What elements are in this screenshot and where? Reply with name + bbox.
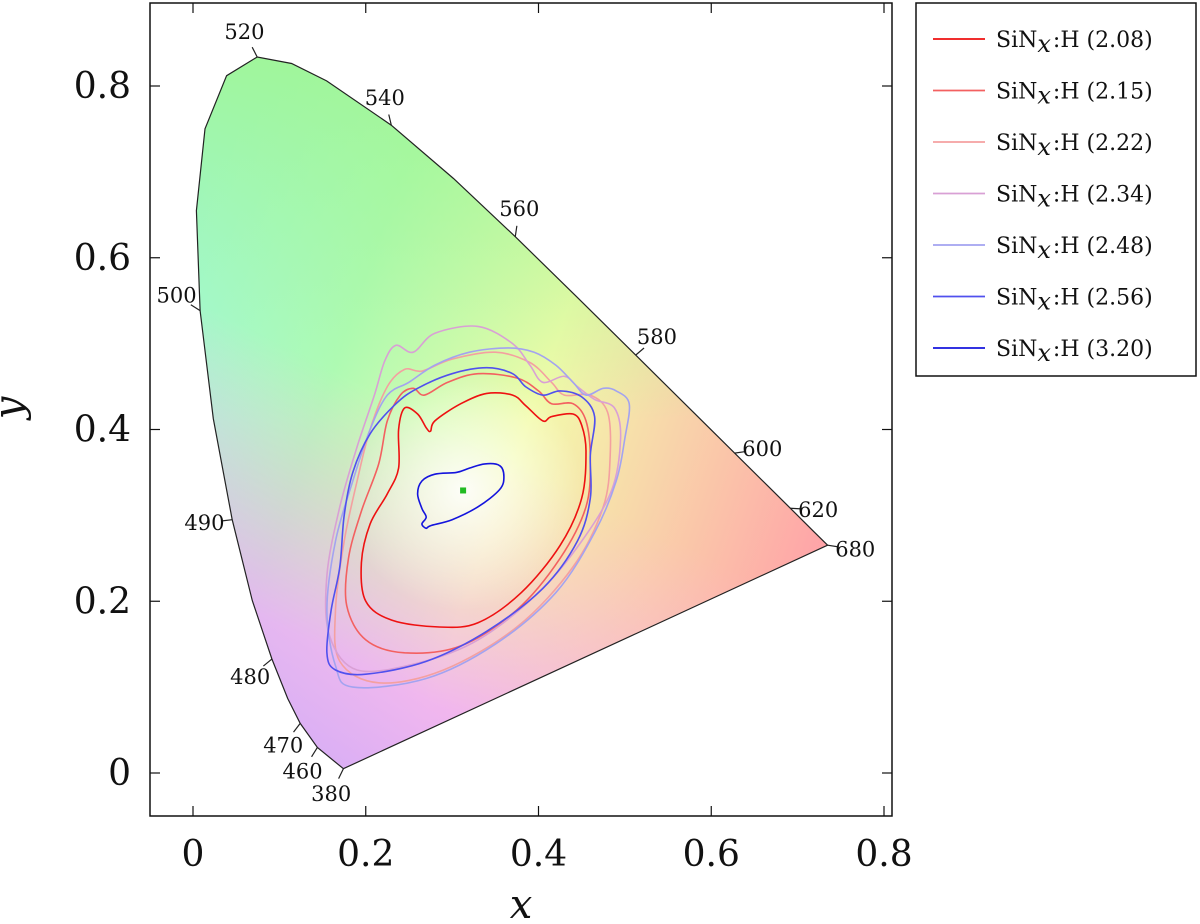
- series-line-7: [416, 462, 505, 530]
- wavelength-tick-580: [635, 347, 645, 356]
- wavelength-tick-540: [388, 114, 392, 126]
- wavelength-label-470: 470: [263, 734, 303, 758]
- y-tick-label: 0.4: [74, 410, 131, 451]
- wavelength-label-460: 460: [283, 759, 323, 783]
- y-tick-label: 0.8: [74, 66, 131, 107]
- wavelength-tick-460: [311, 747, 318, 758]
- x-tick-label: 0.4: [510, 834, 567, 875]
- legend-item-5: SiNx:H (2.48): [933, 234, 1153, 264]
- legend-label-5: SiNx:H (2.48): [996, 234, 1153, 264]
- wavelength-tick-500: [190, 304, 201, 312]
- y-tick-label: 0.6: [74, 238, 131, 279]
- wavelength-label-540: 540: [365, 86, 405, 110]
- x-axis-title: x: [510, 882, 533, 924]
- y-tick-label: 0: [108, 753, 131, 794]
- series-line-4: [324, 325, 622, 673]
- legend-item-4: SiNx:H (2.34): [933, 183, 1153, 213]
- legend-item-1: SiNx:H (2.08): [933, 28, 1153, 58]
- y-tick-label: 0.2: [74, 581, 131, 622]
- legend-label-2: SiNx:H (2.15): [996, 80, 1153, 110]
- x-tick-label: 0.2: [337, 834, 394, 875]
- wavelength-tick-620: [790, 507, 802, 510]
- legend-label-3: SiNx:H (2.22): [996, 131, 1153, 161]
- wavelength-label-580: 580: [637, 325, 677, 349]
- x-tick-label: 0.6: [683, 834, 740, 875]
- x-tick-label: 0.8: [855, 834, 912, 875]
- series-line-3: [333, 351, 612, 684]
- wavelength-tick-680: [827, 544, 839, 548]
- legend-item-7: SiNx:H (3.20): [933, 337, 1153, 367]
- series-line-5: [326, 347, 631, 689]
- legend: SiNx:H (2.08) SiNx:H (2.15) SiNx:H (2.22) S…: [915, 2, 1197, 377]
- wavelength-tick-470: [293, 723, 301, 733]
- wavelength-label-560: 560: [499, 197, 539, 221]
- y-axis-title: y: [0, 395, 32, 421]
- series-line-6: [325, 366, 596, 676]
- wavelength-label-620: 620: [798, 498, 838, 522]
- wavelength-tick-380: [338, 768, 344, 779]
- wavelength-label-480: 480: [230, 665, 270, 689]
- spectral-locus: [195, 56, 829, 770]
- wavelength-label-520: 520: [224, 20, 264, 44]
- legend-item-2: SiNx:H (2.15): [933, 80, 1153, 110]
- legend-item-3: SiNx:H (2.22): [933, 131, 1153, 161]
- plot-frame: [149, 2, 893, 817]
- wavelength-tick-600: [734, 450, 746, 454]
- series-line-1: [360, 391, 587, 629]
- legend-label-1: SiNx:H (2.08): [996, 28, 1153, 58]
- legend-label-7: SiNx:H (3.20): [996, 337, 1153, 367]
- axis-ticks: 0 0.2 0.4 0.6 0.8 0 0.2 0.4 0.6 0.8: [74, 3, 913, 875]
- white-point-marker: [460, 487, 467, 494]
- x-tick-label: 0: [182, 834, 205, 875]
- wavelength-label-380: 380: [311, 782, 351, 806]
- series-group: [324, 325, 631, 689]
- wavelength-label-500: 500: [156, 283, 196, 307]
- wavelength-tick-520: [251, 46, 258, 58]
- legend-label-4: SiNx:H (2.34): [996, 183, 1153, 213]
- wavelength-label-680: 680: [835, 538, 875, 562]
- wavelength-label-490: 490: [184, 511, 224, 535]
- legend-box: [915, 2, 1197, 377]
- wavelength-label-600: 600: [742, 437, 782, 461]
- wavelength-tick-560: [514, 225, 518, 237]
- series-line-2: [344, 372, 592, 654]
- wavelength-tick-480: [262, 658, 273, 667]
- wavelength-tick-490: [221, 519, 233, 522]
- legend-item-6: SiNx:H (2.56): [933, 286, 1153, 316]
- legend-label-6: SiNx:H (2.56): [996, 286, 1153, 316]
